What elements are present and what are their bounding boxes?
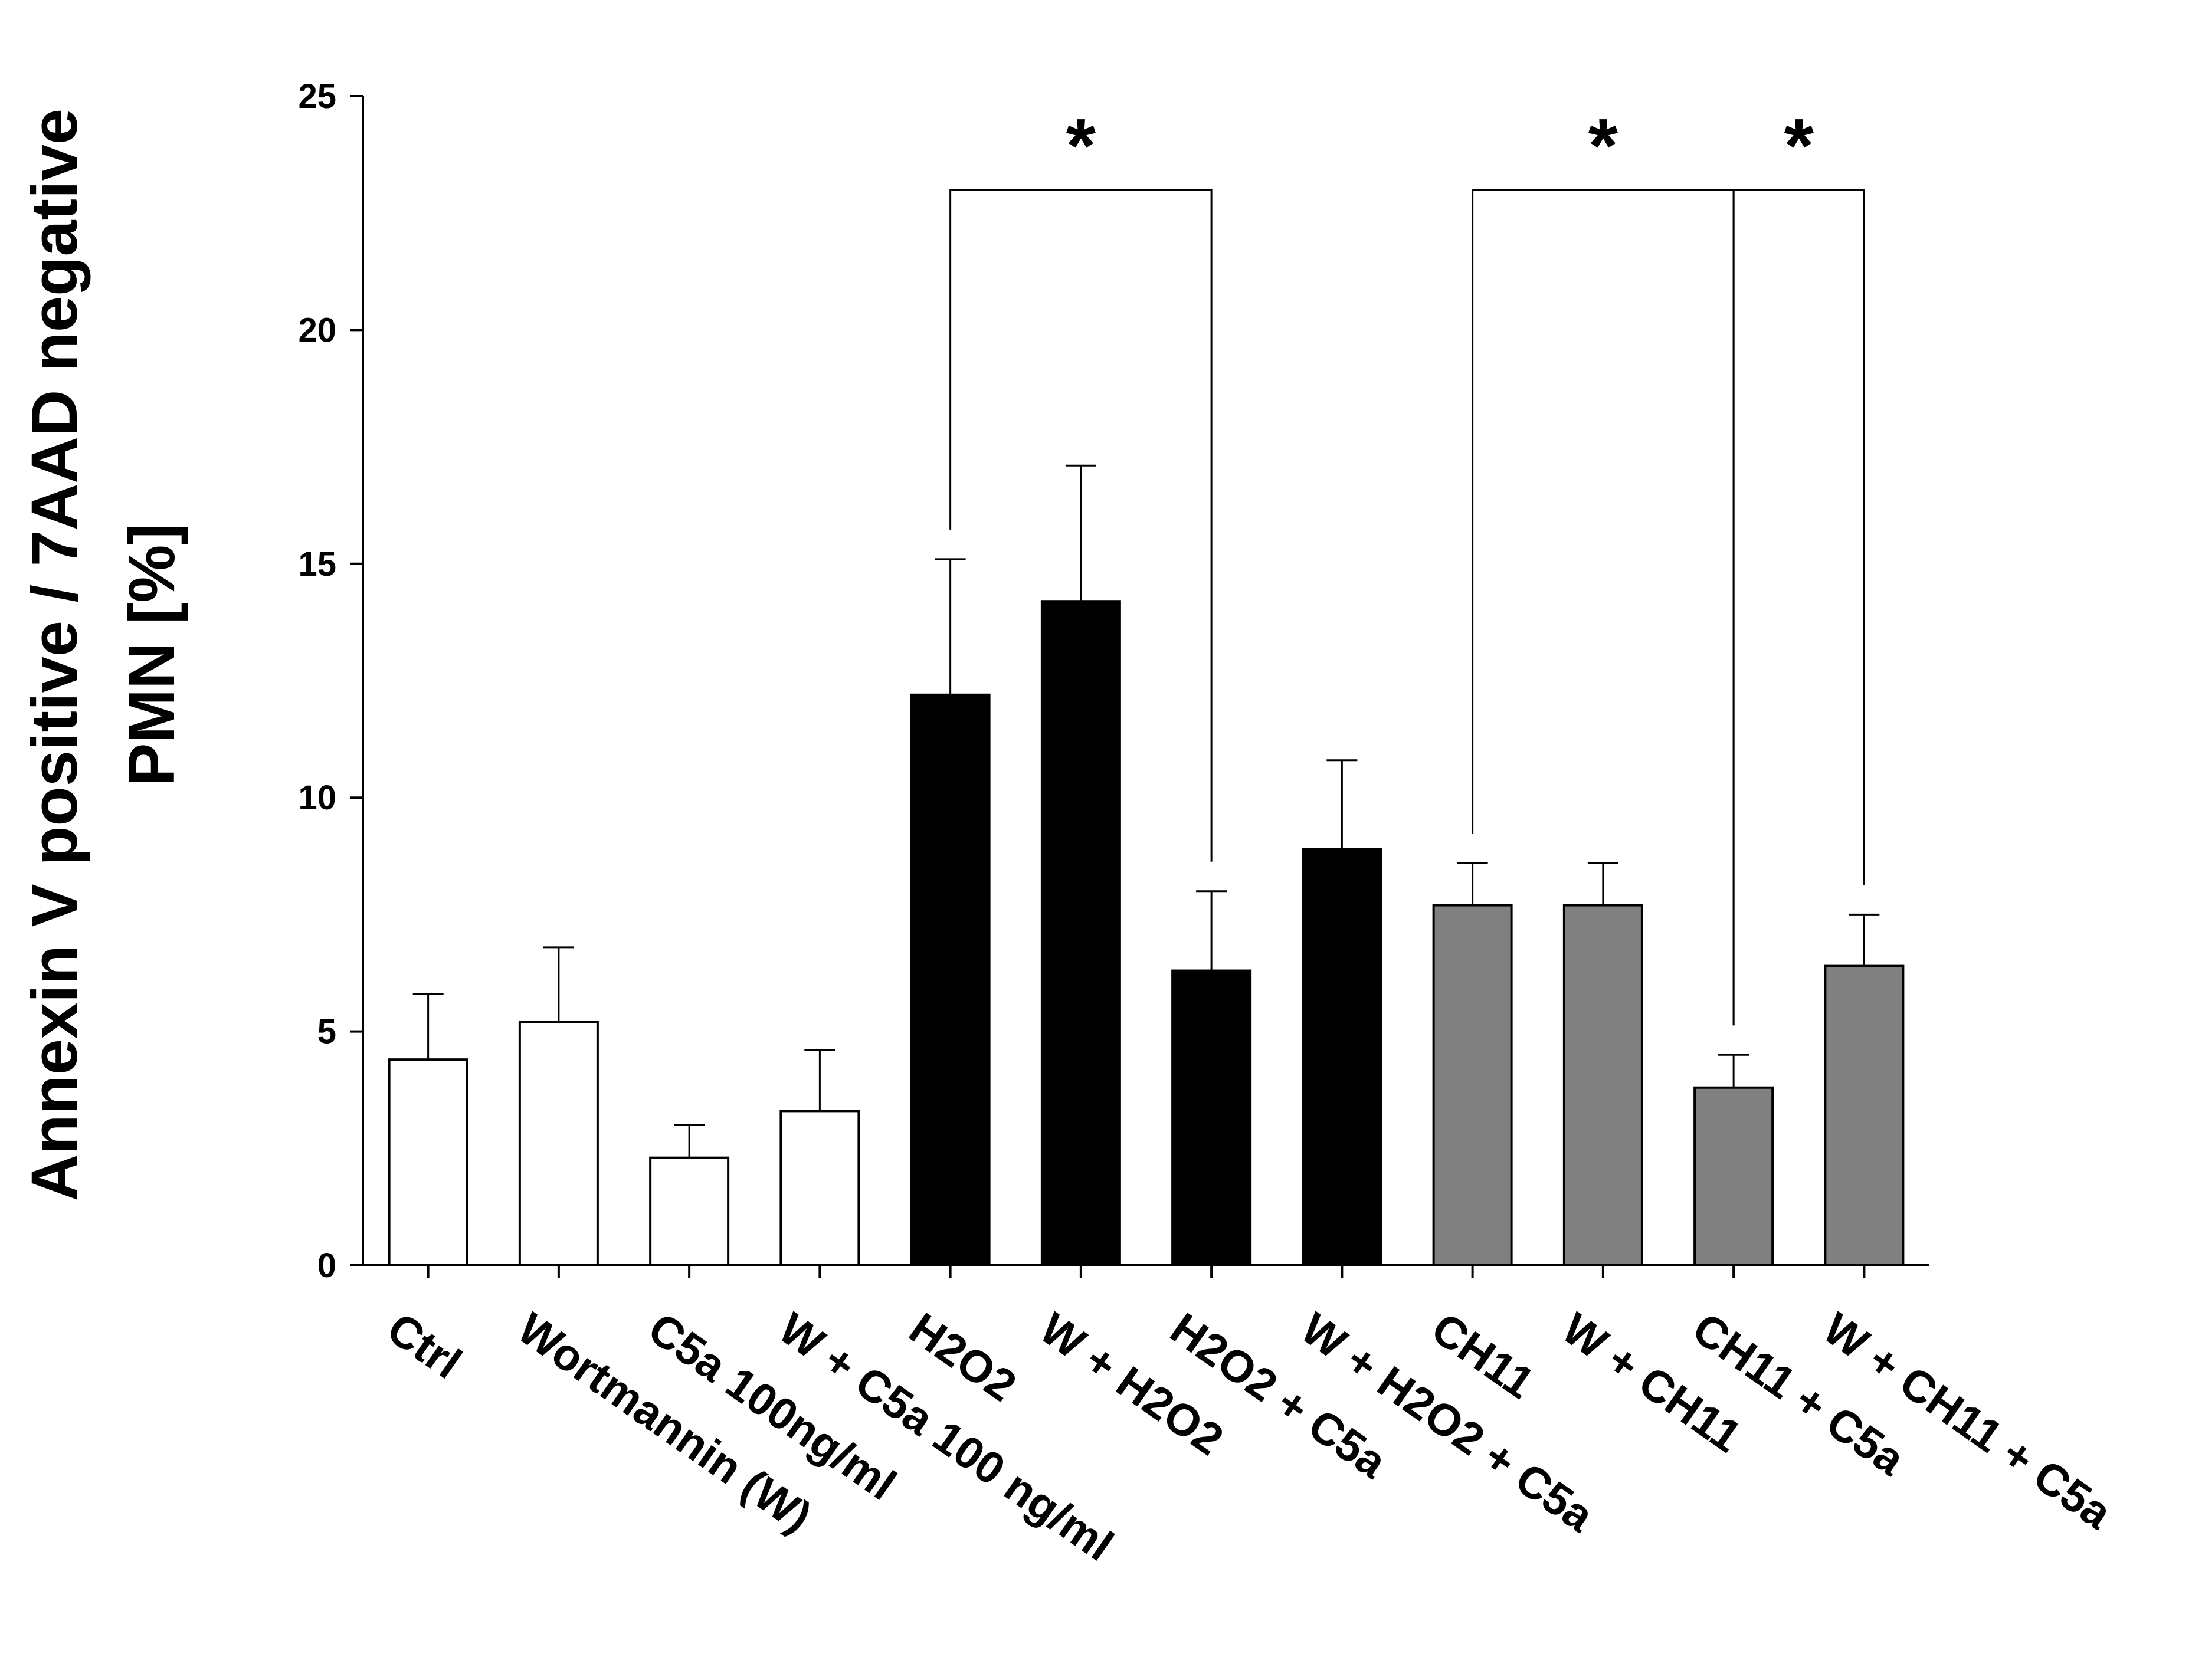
- significance-bracket-1: *: [949, 103, 1213, 862]
- significance-star: *: [1066, 103, 1096, 189]
- bar-5: [910, 693, 991, 1267]
- error-bar-1: [412, 993, 444, 1060]
- x-tick-labels: Ctrl Wortmannin (W)C5a 100ng/mlW + C5a 10…: [378, 1303, 2121, 1571]
- y-tick-label-25: 25: [298, 77, 336, 116]
- bar-7: [1171, 969, 1252, 1266]
- bar-8: [1302, 848, 1382, 1266]
- bar-4: [779, 1110, 860, 1266]
- y-tick-label-5: 5: [317, 1013, 336, 1051]
- error-bar-4: [804, 1049, 835, 1111]
- bar-2: [518, 1021, 599, 1267]
- x-tick-label-1: Ctrl: [378, 1303, 470, 1389]
- bar-9: [1432, 904, 1513, 1266]
- y-tick-label-10: 10: [298, 779, 336, 817]
- error-bar-12: [1849, 913, 1880, 966]
- significance-star: *: [1588, 103, 1618, 189]
- error-bar-5: [935, 558, 966, 695]
- significance-brackets: * * *: [949, 103, 1865, 1026]
- bracket-line: [949, 189, 1213, 862]
- bar-10: [1562, 904, 1643, 1266]
- bar-3: [649, 1156, 730, 1266]
- significance-bracket-2: *: [1472, 103, 1735, 1026]
- y-tick-label-15: 15: [298, 545, 336, 583]
- y-axis-title: Annexin V positive / 7AAD negative PMN […: [18, 109, 188, 1201]
- bracket-line: [1732, 189, 1865, 1026]
- bar-12: [1824, 964, 1905, 1267]
- bar-1: [388, 1058, 468, 1266]
- significance-bracket-3: *: [1732, 103, 1865, 1026]
- error-bar-6: [1065, 464, 1096, 602]
- bar-11: [1693, 1086, 1774, 1266]
- error-bar-10: [1587, 862, 1618, 905]
- error-bar-11: [1718, 1054, 1749, 1088]
- error-bar-2: [543, 946, 574, 1022]
- error-bar-7: [1196, 890, 1227, 971]
- error-bar-9: [1457, 862, 1488, 905]
- error-bar-3: [674, 1124, 705, 1158]
- bar-6: [1040, 600, 1121, 1266]
- y-tick-label-20: 20: [298, 311, 336, 349]
- y-axis-title-line-1: Annexin V positive / 7AAD negative: [18, 109, 91, 1201]
- bars: [388, 600, 1905, 1267]
- axes: 0 5 10 15 20 25: [298, 77, 1929, 1285]
- error-bars: [412, 464, 1880, 1158]
- error-bar-8: [1326, 759, 1358, 849]
- y-axis-title-line-2: PMN [%]: [116, 523, 188, 786]
- y-tick-label-0: 0: [317, 1246, 336, 1285]
- significance-star: *: [1784, 103, 1814, 189]
